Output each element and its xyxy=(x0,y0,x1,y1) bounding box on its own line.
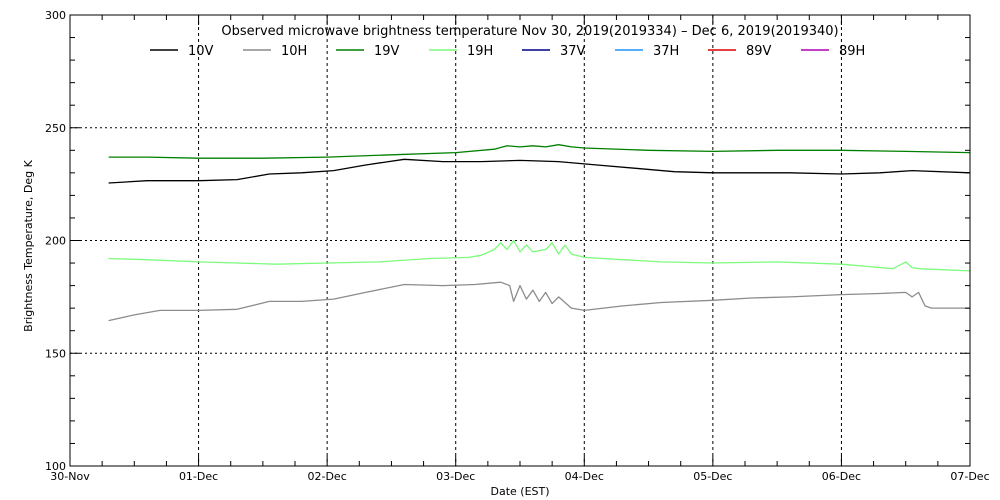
x-tick-label: 05-Dec xyxy=(693,470,732,483)
x-tick-label: 07-Dec xyxy=(950,470,989,483)
y-axis-label: Brightness Temperature, Deg K xyxy=(22,159,35,331)
legend-label-19v: 19V xyxy=(374,44,400,59)
legend-label-10h: 10H xyxy=(281,44,307,59)
y-tick-label: 300 xyxy=(45,9,66,22)
y-tick-label: 150 xyxy=(45,347,66,360)
legend-label-89v: 89V xyxy=(746,44,772,59)
y-tick-label: 200 xyxy=(45,235,66,248)
legend-label-37h: 37H xyxy=(653,44,679,59)
x-tick-label: 06-Dec xyxy=(822,470,861,483)
series-line-10v xyxy=(108,158,971,184)
legend-label-89h: 89H xyxy=(839,44,865,59)
series-layer xyxy=(108,144,971,322)
legend-label-37v: 37V xyxy=(560,44,586,59)
y-tick-label: 100 xyxy=(45,460,66,473)
x-tick-label: 03-Dec xyxy=(436,470,475,483)
series-line-19h xyxy=(108,239,971,272)
x-tick-label: 01-Dec xyxy=(179,470,218,483)
legend-label-10v: 10V xyxy=(188,44,214,59)
y-tick-label: 250 xyxy=(45,122,66,135)
series-line-10h xyxy=(108,281,970,322)
x-tick-label: 30-Nov xyxy=(50,470,90,483)
x-tick-label: 04-Dec xyxy=(565,470,604,483)
x-axis-label: Date (EST) xyxy=(490,485,549,498)
x-tick-label: 02-Dec xyxy=(308,470,347,483)
chart-title: Observed microwave brightness temperatur… xyxy=(221,24,838,39)
legend-label-19h: 19H xyxy=(467,44,493,59)
grid-layer xyxy=(70,15,970,466)
axis-layer: 30-Nov 01-Dec 02-Dec 03-Dec 04-Dec 05-Dec 06-D… xyxy=(45,9,990,483)
legend: 10V 10H 19V 19H 37V 37H 89V 89H xyxy=(150,44,865,59)
series-line-19v xyxy=(108,144,971,159)
